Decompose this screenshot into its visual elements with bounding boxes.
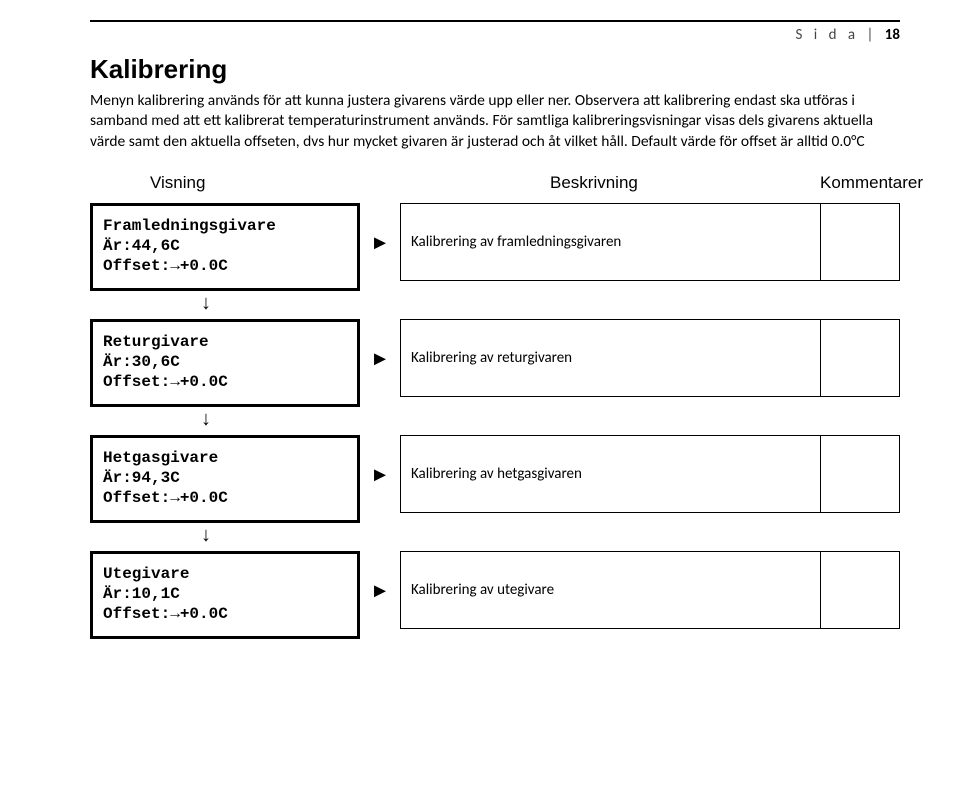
description-cell: Kalibrering av utegivare	[400, 551, 820, 629]
column-header-kommentarer: Kommentarer	[820, 169, 900, 203]
description-text: Kalibrering av returgivaren	[411, 349, 572, 367]
description-text: Kalibrering av hetgasgivaren	[411, 465, 582, 483]
box-line1: Framledningsgivare	[103, 216, 347, 236]
description-cell: Kalibrering av framledningsgivaren	[400, 203, 820, 281]
box-line3: Offset:→+0.0C	[103, 372, 347, 392]
calibration-table: Visning Beskrivning Kommentarer Framledn…	[90, 169, 900, 639]
box-line1: Hetgasgivare	[103, 448, 347, 468]
box-line3: Offset:→+0.0C	[103, 256, 347, 276]
arrow-right-icon: ►	[360, 435, 400, 487]
comment-cell	[820, 435, 900, 513]
description-cell: Kalibrering av returgivaren	[400, 319, 820, 397]
box-line3: Offset:→+0.0C	[103, 488, 347, 508]
arrow-right-icon: ►	[360, 319, 400, 371]
arrow-down-icon: ↓	[90, 407, 360, 435]
arrow-right-icon: ►	[360, 551, 400, 603]
intro-paragraph: Menyn kalibrering används för att kunna …	[90, 91, 900, 154]
row-spacer	[360, 523, 900, 551]
column-header-visning: Visning	[90, 169, 360, 203]
display-box: Utegivare Är:10,1C Offset:→+0.0C	[90, 551, 360, 639]
page-num-value: 18	[885, 26, 900, 44]
box-line2: Är:10,1C	[103, 584, 347, 604]
header-rule	[90, 20, 900, 22]
row-spacer	[360, 407, 900, 435]
row-spacer	[360, 291, 900, 319]
description-text: Kalibrering av framledningsgivaren	[411, 233, 621, 251]
box-line2: Är:30,6C	[103, 352, 347, 372]
comment-cell	[820, 551, 900, 629]
display-box: Returgivare Är:30,6C Offset:→+0.0C	[90, 319, 360, 407]
column-header-beskrivning: Beskrivning	[400, 169, 820, 203]
page-number: S i d a | 18	[90, 26, 900, 44]
page-title: Kalibrering	[90, 54, 900, 85]
comment-cell	[820, 203, 900, 281]
display-box: Hetgasgivare Är:94,3C Offset:→+0.0C	[90, 435, 360, 523]
arrow-down-icon: ↓	[90, 291, 360, 319]
box-line1: Utegivare	[103, 564, 347, 584]
box-line2: Är:44,6C	[103, 236, 347, 256]
box-line2: Är:94,3C	[103, 468, 347, 488]
page-prefix: S i d a |	[796, 26, 885, 44]
arrow-right-icon: ►	[360, 203, 400, 255]
box-line3: Offset:→+0.0C	[103, 604, 347, 624]
box-line1: Returgivare	[103, 332, 347, 352]
comment-cell	[820, 319, 900, 397]
arrow-down-icon: ↓	[90, 523, 360, 551]
display-box: Framledningsgivare Är:44,6C Offset:→+0.0…	[90, 203, 360, 291]
description-text: Kalibrering av utegivare	[411, 581, 554, 599]
description-cell: Kalibrering av hetgasgivaren	[400, 435, 820, 513]
